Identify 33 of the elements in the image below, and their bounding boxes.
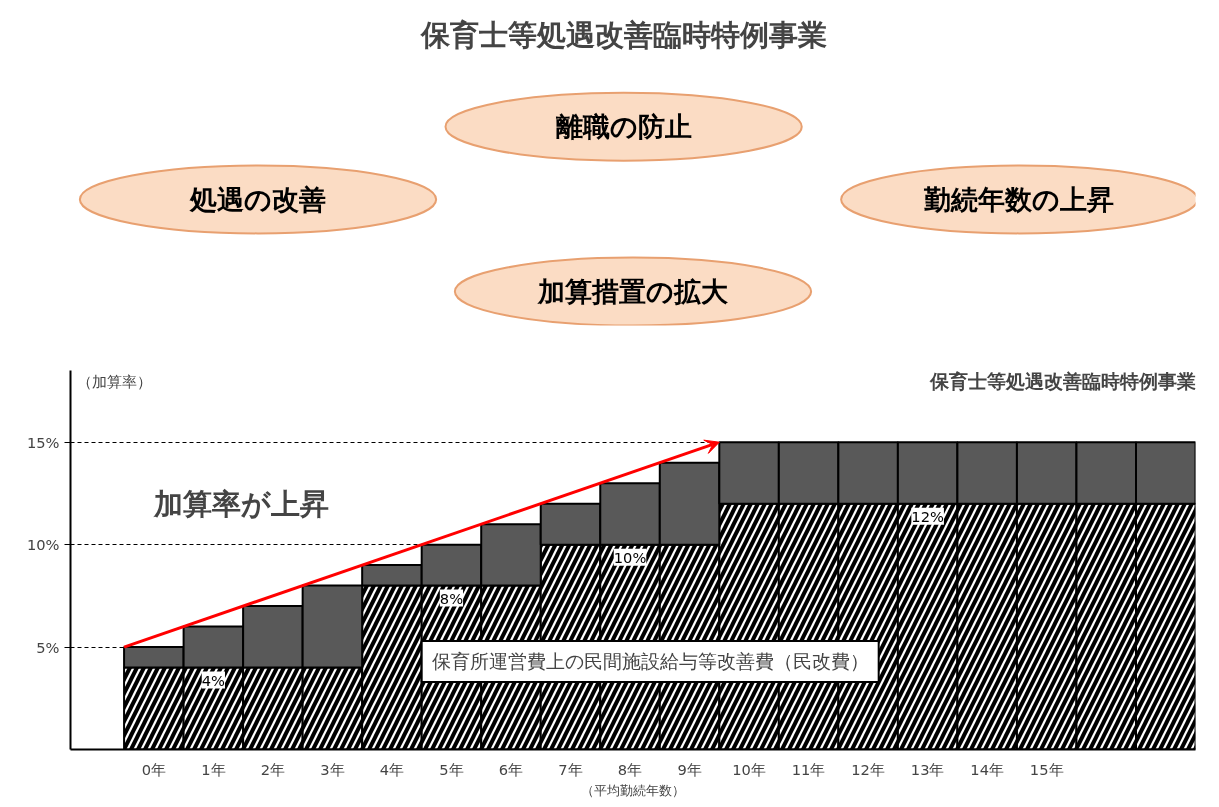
- x-tick-label: 7年: [558, 760, 583, 778]
- text: 処遇の改善: [189, 183, 326, 215]
- x-tick-label: 5年: [439, 760, 464, 778]
- x-tick-label: 4年: [379, 760, 405, 778]
- x-tick-label: 6年: [498, 760, 524, 778]
- x-tick-label: 15年: [1029, 760, 1064, 778]
- x-tick-label: 9年: [677, 760, 702, 778]
- x-tick-label: 3年: [320, 760, 345, 778]
- data-label: 8%: [439, 589, 464, 607]
- x-tick-label: 13年: [910, 760, 945, 778]
- y-axis-title: （加算率）: [76, 372, 152, 390]
- x-tick-label: 0年: [141, 760, 166, 778]
- text: 保育士等処遇改善臨時特例事業: [928, 370, 1196, 392]
- chart-title: 保育士等処遇改善臨時特例事業: [419, 17, 827, 52]
- text: 加算措置の拡大: [537, 276, 729, 308]
- text: 勤続年数の上昇: [923, 183, 1115, 215]
- annotation: 加算率が上昇: [152, 486, 329, 521]
- data-label: 12%: [911, 507, 944, 525]
- series-label: 保育所運営費上の民間施設給与等改善費（民改費）: [431, 650, 869, 672]
- x-tick-label: 10年: [732, 760, 766, 778]
- x-tick-label: 1年: [201, 760, 226, 778]
- x-tick-label: 11年: [791, 760, 826, 778]
- y-tick-label: 15%: [26, 433, 60, 451]
- x-tick-label: 8年: [617, 760, 643, 778]
- text: 離職の防止: [554, 111, 692, 143]
- y-tick-label: 5%: [36, 638, 60, 656]
- data-label: 4%: [201, 671, 226, 689]
- x-tick-label: 14年: [970, 760, 1004, 778]
- data-label: 10%: [613, 548, 647, 566]
- x-tick-label: 2年: [260, 760, 286, 778]
- y-tick-label: 10%: [26, 536, 60, 554]
- x-tick-label: 12年: [851, 760, 885, 778]
- x-axis-title: （平均勤続年数）: [581, 782, 685, 798]
